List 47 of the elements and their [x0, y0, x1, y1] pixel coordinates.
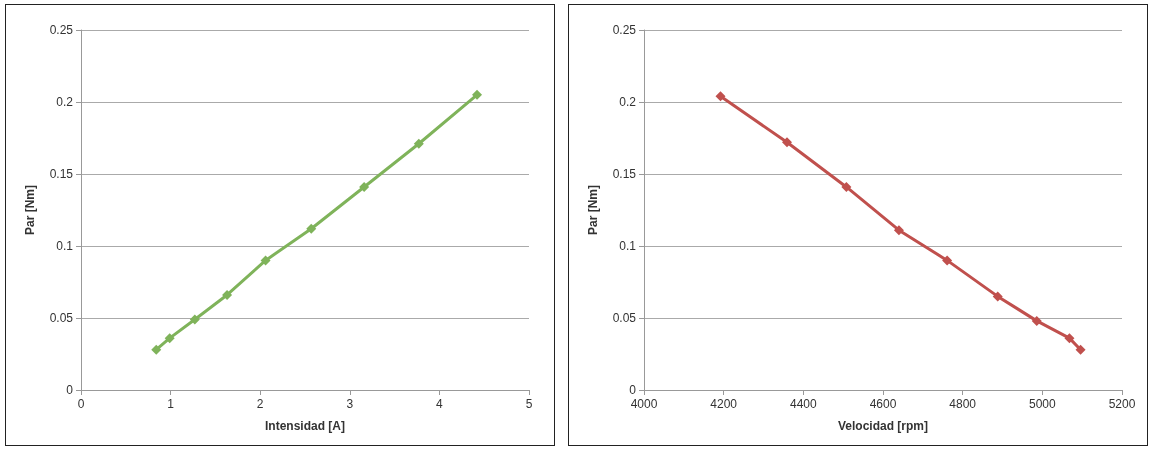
- y-tick-label: 0.25: [49, 23, 74, 37]
- point: [359, 181, 370, 192]
- x-tick-label: 4600: [869, 397, 897, 411]
- point: [893, 225, 904, 236]
- x-tick-label: 4800: [949, 397, 977, 411]
- point: [260, 255, 271, 266]
- point: [992, 291, 1003, 302]
- point: [306, 223, 317, 234]
- x-tick-label: 4200: [710, 397, 738, 411]
- y-tick-label: 0.05: [49, 311, 74, 325]
- point: [942, 255, 953, 266]
- y-axis-title: Par [Nm]: [586, 184, 600, 236]
- x-tick-label: 1: [167, 397, 175, 411]
- point: [1031, 315, 1042, 326]
- y-tick-label: 0.05: [612, 311, 637, 325]
- y-tick-label: 0: [629, 383, 637, 397]
- y-tick-label: 0.1: [619, 239, 637, 253]
- y-tick-label: 0.25: [612, 23, 637, 37]
- point: [1064, 333, 1075, 344]
- point: [151, 344, 162, 355]
- y-tick-label: 0.2: [619, 95, 637, 109]
- x-axis-title: Velocidad [rpm]: [837, 419, 929, 433]
- y-tick-label: 0.15: [49, 167, 74, 181]
- y-axis-title: Par [Nm]: [23, 184, 37, 236]
- point: [472, 89, 483, 100]
- x-tick-label: 5: [525, 397, 533, 411]
- x-tick-label: 5000: [1028, 397, 1056, 411]
- point: [189, 314, 200, 325]
- x-tick-label: 4000: [630, 397, 658, 411]
- point: [782, 137, 792, 148]
- point: [1075, 344, 1086, 355]
- x-axis-title: Intensidad [A]: [265, 419, 345, 433]
- x-tick-label: 4400: [789, 397, 817, 411]
- y-tick-label: 0.15: [612, 167, 637, 181]
- x-tick-label: 2: [256, 397, 264, 411]
- y-tick-label: 0: [66, 383, 74, 397]
- y-tick-label: 0.1: [56, 239, 74, 253]
- point: [841, 181, 852, 192]
- x-tick-label: 4: [436, 397, 444, 411]
- x-tick-label: 3: [346, 397, 354, 411]
- point: [715, 91, 726, 102]
- x-tick-label: 5200: [1108, 397, 1136, 411]
- point: [413, 138, 424, 149]
- point: [164, 333, 175, 344]
- point: [222, 289, 233, 300]
- y-tick-label: 0.2: [56, 95, 74, 109]
- x-tick-label: 0: [77, 397, 85, 411]
